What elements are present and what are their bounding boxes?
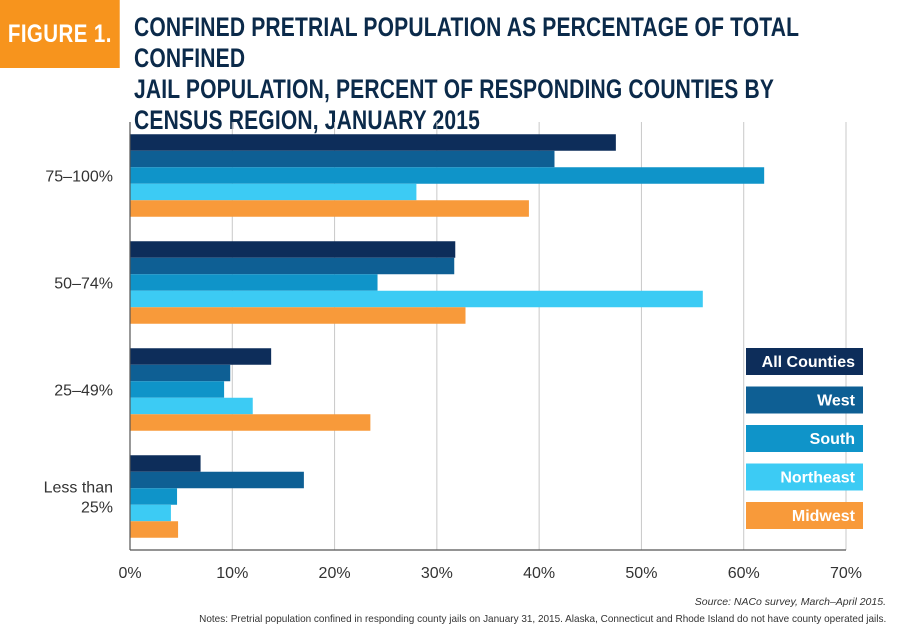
legend-swatch <box>746 502 863 529</box>
bar <box>130 150 555 168</box>
bar <box>130 348 272 365</box>
bar <box>130 257 455 275</box>
legend-label: All Counties <box>762 354 855 371</box>
legend-swatch <box>746 386 863 414</box>
source-note: Source: NACo survey, March–April 2015. <box>694 596 886 608</box>
chart-title: CONFINED PRETRIAL POPULATION AS PERCENTA… <box>134 12 867 136</box>
x-tick-label: 10% <box>216 565 248 582</box>
x-tick-label: 40% <box>523 565 555 582</box>
bar <box>130 455 201 472</box>
legend-label: Midwest <box>792 508 856 525</box>
legend: All Counties West South Northeast Midwest <box>746 348 863 529</box>
bar <box>130 364 231 382</box>
legend-swatch <box>746 425 863 452</box>
x-tick-label: 70% <box>830 565 862 582</box>
bar <box>130 200 529 217</box>
y-category-label: 75–100% <box>45 169 113 186</box>
bar <box>130 381 225 398</box>
figure-badge: FIGURE 1. <box>0 0 120 68</box>
labels: 0% 10% 20% 30% 40% 50% 60% 70% 75–100% 50–74% 25–4… <box>44 169 862 583</box>
legend-label: West <box>817 393 856 410</box>
legend-swatch <box>746 463 863 491</box>
legend-label: South <box>810 431 855 448</box>
bar <box>130 183 417 201</box>
y-category-label: 50–74% <box>54 276 113 293</box>
y-category-label: Less than <box>44 480 113 497</box>
x-tick-label: 50% <box>625 565 657 582</box>
x-tick-label: 20% <box>319 565 351 582</box>
x-tick-label: 60% <box>728 565 760 582</box>
y-category-label: 25–49% <box>54 383 113 400</box>
x-tick-label: 30% <box>421 565 453 582</box>
bar <box>130 488 178 505</box>
bar <box>130 290 703 308</box>
axes <box>129 122 846 551</box>
bar <box>130 471 304 489</box>
bar <box>130 397 253 415</box>
bars <box>130 134 765 538</box>
bar <box>130 307 466 324</box>
x-tick-label: 0% <box>118 565 141 582</box>
chart-title-line: CONFINED PRETRIAL POPULATION AS PERCENTA… <box>134 12 799 73</box>
bar <box>130 504 171 522</box>
bar <box>130 414 371 431</box>
bar <box>130 521 179 538</box>
legend-label: Northeast <box>780 470 855 487</box>
bar <box>130 241 456 258</box>
y-category-label: 25% <box>81 500 113 517</box>
footnote: Notes: Pretrial population confined in r… <box>198 613 886 625</box>
bar <box>130 167 765 184</box>
bar <box>130 274 378 291</box>
bar <box>130 134 616 151</box>
chart-title-line: JAIL POPULATION, PERCENT OF RESPONDING C… <box>134 74 774 135</box>
legend-swatch <box>746 348 863 375</box>
